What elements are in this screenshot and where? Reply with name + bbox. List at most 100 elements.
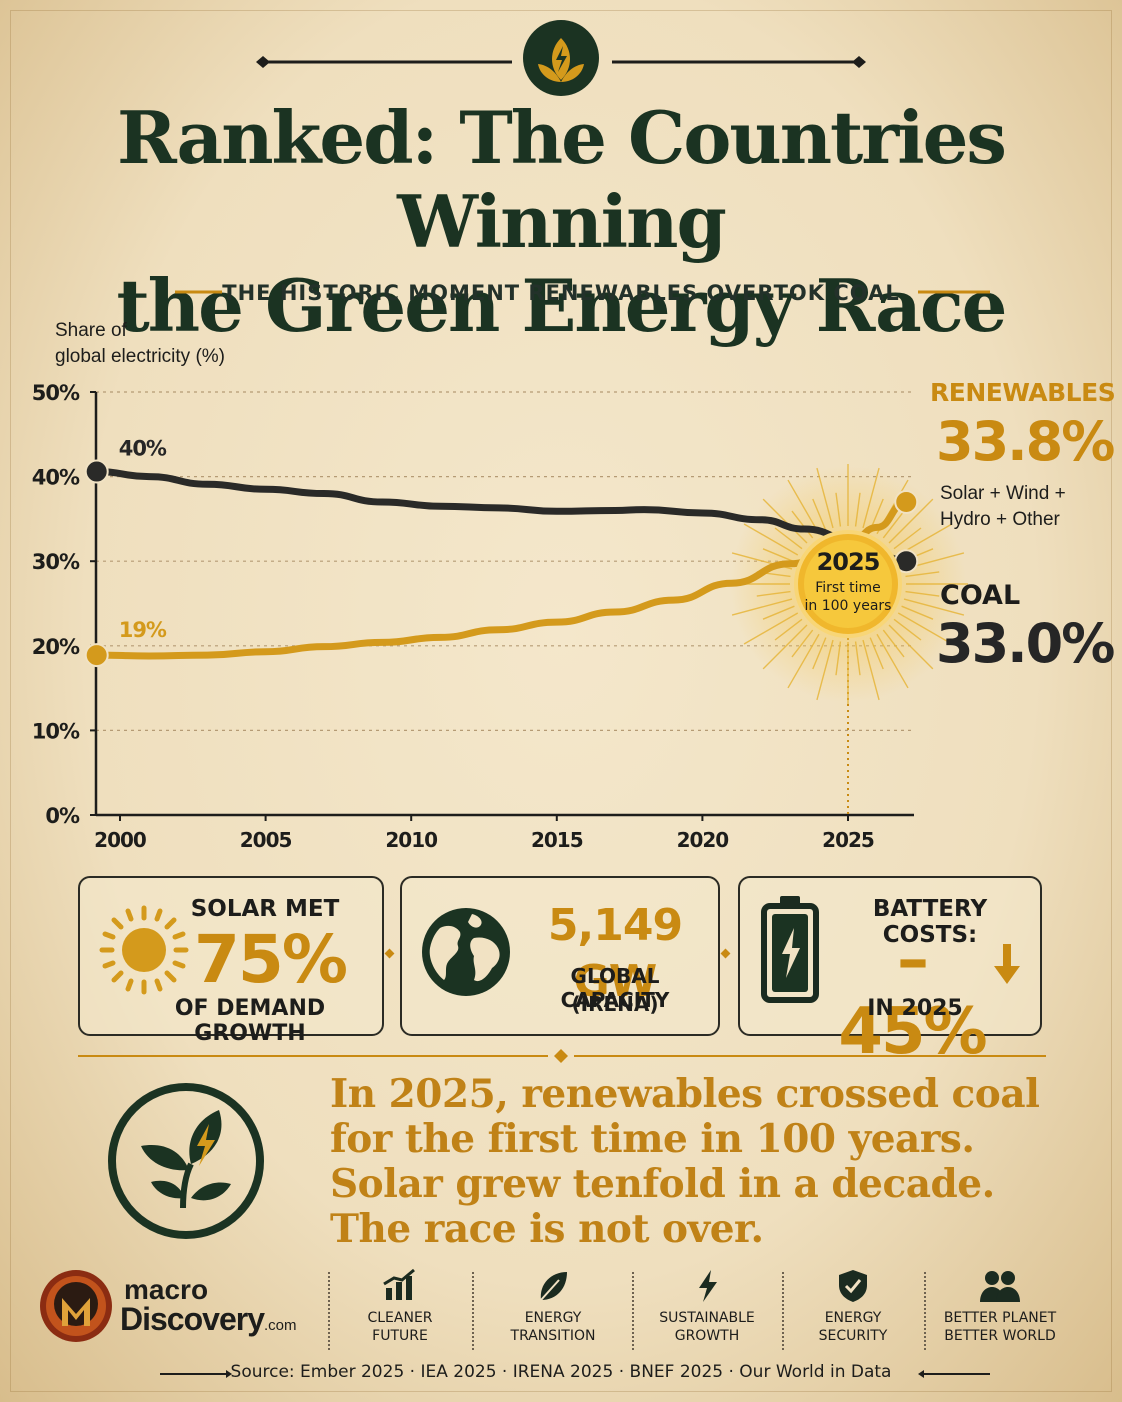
renewables-value: 33.8% (936, 410, 1115, 473)
leaf-bolt-icon (538, 38, 584, 82)
sun-ray (862, 639, 880, 701)
brand-name-bottom: Discovery.com (120, 1301, 297, 1337)
source-note: Source: Ember 2025 · IEA 2025 · IRENA 20… (230, 1362, 892, 1382)
sun-ray (869, 637, 884, 670)
y-tick-label: 30% (32, 550, 80, 574)
solar-stat-value: 75% (194, 921, 348, 998)
sun-ray (888, 624, 934, 670)
series-line-coal (93, 468, 910, 565)
sun-ray (812, 637, 827, 670)
x-tick-label: 2005 (240, 828, 292, 852)
page-subtitle: THE HISTORIC MOMENT RENEWABLES OVERTOK C… (222, 281, 900, 305)
series-end-point (894, 489, 919, 514)
sun-ray (762, 498, 808, 544)
solar-stat-top: SOLAR MET (190, 896, 340, 922)
badge-cleaner-future: CLEANER FUTURE (330, 1268, 470, 1345)
sun-icon (99, 905, 189, 995)
sun-ray (791, 510, 814, 539)
crossing-year-label: 2025 (817, 548, 880, 576)
solar-stat-bottom: OF DEMAND GROWTH (174, 996, 326, 1046)
renewables-composition: Solar + Wind + Hydro + Other (940, 483, 1066, 530)
people-icon (980, 1271, 1020, 1302)
sun-ray (816, 639, 834, 701)
chart-labels: 0% 10% 20% 30% 40% 50% 2000 2005 2010 2015 2020 202… (32, 381, 892, 852)
lightning-icon (699, 1270, 717, 1302)
badge-energy-security: ENERGY SECURITY (783, 1268, 923, 1345)
crossing-note-line2: in 100 years (805, 598, 892, 614)
sun-ray (835, 492, 842, 527)
sun-ray (774, 618, 803, 641)
capacity-stat-line1: GLOBAL CAPACITY (560, 964, 670, 1012)
badge-better-planet: BETTER PLANET BETTER WORLD (930, 1268, 1070, 1345)
sun-ray (731, 598, 793, 616)
sun-ray (854, 492, 861, 527)
footer-separator (924, 1272, 926, 1350)
sun-ray (774, 527, 803, 550)
y-tick-label: 40% (32, 466, 80, 490)
brand-name-top: macro (124, 1274, 209, 1305)
y-tick-label: 0% (45, 804, 80, 828)
message-divider (78, 1049, 1046, 1063)
capacity-stat-card: 5,149 GW GLOBAL CAPACITY (IRENA) (400, 876, 720, 1036)
sun-ray (888, 498, 934, 544)
series-start-point (84, 643, 109, 668)
sun-ray (787, 479, 820, 535)
y-tick-label: 20% (32, 635, 80, 659)
leaf-icon (540, 1272, 567, 1301)
chart-grid (96, 391, 912, 732)
y-tick-label: 50% (32, 381, 80, 405)
top-ornament (256, 20, 866, 96)
y-axis-label: Share of global electricity (%) (55, 320, 225, 367)
footer-separator (632, 1272, 634, 1350)
coal-start-label: 40% (119, 437, 167, 461)
sun-ray (816, 467, 834, 529)
badge-energy-transition: ENERGY TRANSITION (483, 1268, 623, 1345)
source-rule (160, 1370, 990, 1378)
x-tick-label: 2010 (385, 828, 437, 852)
sun-ray (791, 629, 814, 658)
subtitle-rule (175, 290, 990, 294)
sun-ray (897, 612, 953, 645)
renewables-start-label: 19% (119, 618, 167, 642)
line-chart: 0% 10% 20% 30% 40% 50% 2000 2005 2010 2015 2020 202… (32, 381, 968, 852)
sun-ray (893, 527, 922, 550)
growth-chart-icon (383, 1268, 415, 1300)
page-title: Ranked: The Countries Winning the Green … (116, 95, 1008, 348)
series-start-point (84, 459, 109, 484)
sun-ray (905, 571, 940, 578)
sun-ray (893, 618, 922, 641)
leaf-emblem-icon (108, 1083, 264, 1239)
battery-icon (761, 896, 819, 1003)
sun-ray (762, 548, 795, 563)
sun-ray (835, 641, 842, 676)
shield-check-icon (839, 1270, 867, 1302)
key-message: In 2025, renewables crossed coal for the… (330, 1071, 1040, 1252)
coal-value: 33.0% (936, 612, 1115, 675)
chart-marks (84, 459, 919, 668)
solar-stat-card: SOLAR MET 75% OF DEMAND GROWTH (78, 876, 384, 1046)
crossing-badge-inner (804, 540, 892, 628)
coal-label: COAL (940, 580, 1021, 611)
sun-ray (903, 598, 965, 616)
sun-ray (743, 612, 799, 645)
y-tick-label: 10% (32, 719, 80, 743)
sun-ray (905, 590, 940, 597)
sun-ray (876, 633, 909, 689)
footer-separator (328, 1272, 330, 1350)
crossing-note-line1: First time (815, 580, 881, 596)
sun-ray (882, 629, 905, 658)
sun-ray (862, 467, 880, 529)
sun-ray (762, 624, 808, 670)
x-tick-label: 2000 (94, 828, 146, 852)
battery-stat-card: BATTERY COSTS: –45% IN 2025 (738, 876, 1042, 1068)
battery-stat-top: BATTERY COSTS: (872, 896, 988, 948)
sun-ray (756, 590, 791, 597)
sun-ray (762, 605, 795, 620)
renewables-label: RENEWABLES (930, 378, 1116, 407)
macro-discovery-logo (40, 1270, 112, 1342)
x-tick-label: 2015 (531, 828, 583, 852)
x-tick-label: 2025 (822, 828, 874, 852)
sun-ray (812, 498, 827, 531)
capacity-stat-value: 5,149 GW (547, 900, 683, 1007)
x-tick-label: 2020 (677, 828, 729, 852)
